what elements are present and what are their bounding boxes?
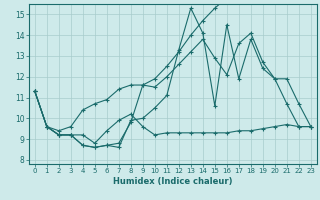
X-axis label: Humidex (Indice chaleur): Humidex (Indice chaleur) <box>113 177 233 186</box>
